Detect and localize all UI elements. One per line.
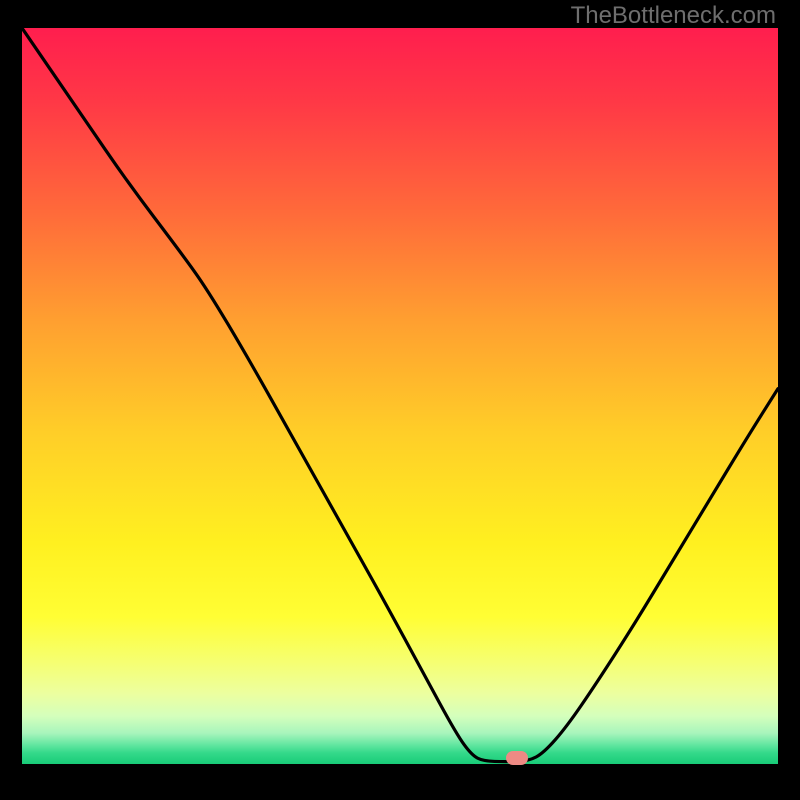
watermark-text: TheBottleneck.com [571,2,776,30]
chart-container: TheBottleneck.com [0,0,800,800]
plot-area [22,28,778,764]
optimum-marker [506,751,528,765]
bottleneck-curve [22,28,778,764]
